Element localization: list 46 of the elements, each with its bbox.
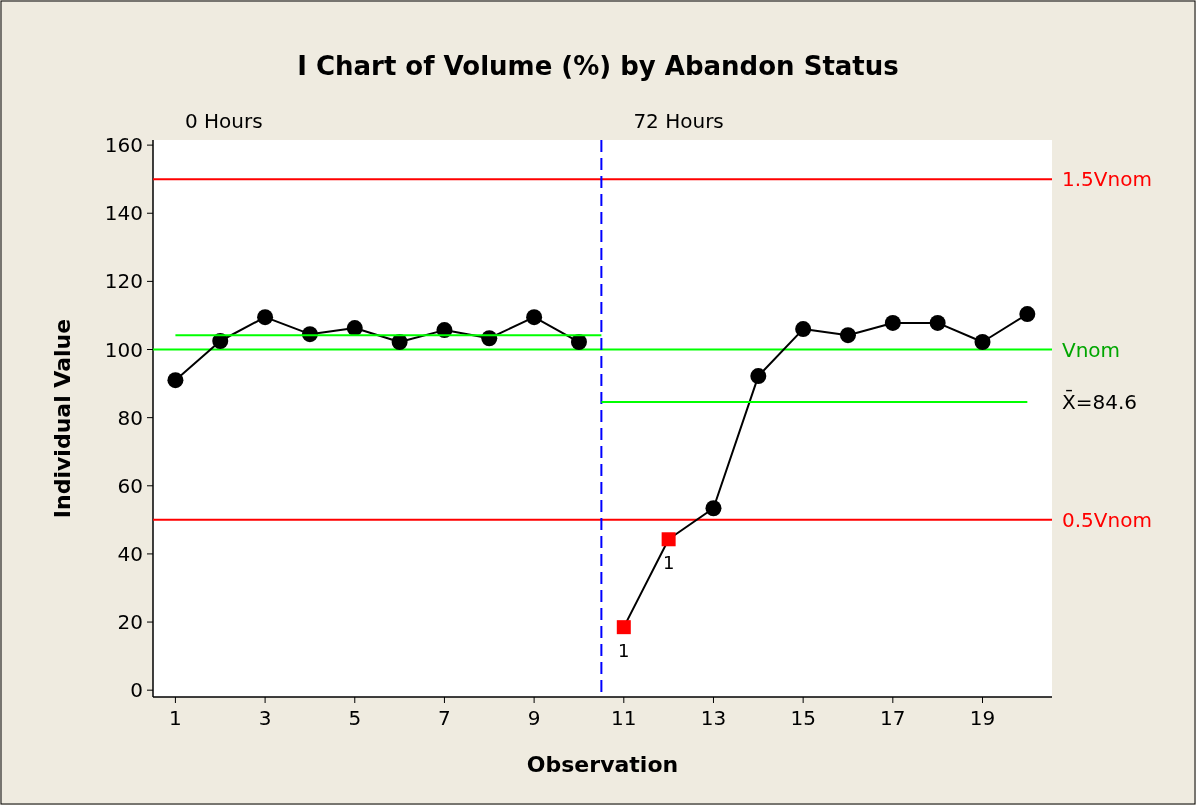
- y-tick-label: 0: [130, 678, 143, 703]
- point: [661, 532, 676, 547]
- y-tick-label: 80: [117, 405, 143, 430]
- chart-title: I Chart of Volume (%) by Abandon Status: [297, 51, 899, 81]
- point: [1019, 306, 1036, 323]
- y-tick-label: 160: [104, 133, 143, 158]
- y-tick-label: 60: [117, 473, 143, 498]
- x-tick-label: 13: [700, 706, 727, 730]
- x-tick-label: 3: [258, 706, 272, 730]
- point: [705, 500, 722, 517]
- point: [884, 314, 901, 331]
- x-tick-label: 9: [527, 706, 541, 730]
- ref-line-label: 0.5Vnom: [1062, 507, 1152, 532]
- y-tick-label: 100: [104, 337, 143, 362]
- point: [257, 309, 274, 326]
- y-tick-label: 140: [104, 201, 143, 226]
- annotation: 1: [662, 552, 675, 574]
- text: 0 Hours: [185, 109, 263, 133]
- series-label: X̄=84.6: [1062, 389, 1137, 414]
- point: [795, 321, 812, 338]
- x-tick-label: 1: [169, 706, 182, 730]
- y-tick-label: 120: [104, 269, 143, 294]
- ref-line-label: 1.5Vnom: [1062, 167, 1152, 192]
- point: [167, 372, 184, 389]
- point: [346, 320, 363, 337]
- point: [974, 334, 991, 351]
- y-axis-title: Individual Value: [50, 318, 75, 519]
- point: [526, 309, 543, 326]
- y-tick-label: 20: [117, 610, 143, 635]
- x-tick-label: 7: [438, 706, 451, 730]
- y-tick-label: 40: [117, 541, 143, 566]
- point: [750, 368, 767, 385]
- text: 72 Hours: [633, 109, 724, 133]
- x-tick-label: 17: [880, 706, 906, 730]
- x-tick-label: 11: [611, 706, 637, 730]
- x-tick-label: 19: [969, 706, 996, 730]
- point: [616, 620, 631, 635]
- point: [391, 334, 408, 351]
- annotation: 1: [618, 640, 630, 662]
- ref-line-label: Vnom: [1062, 337, 1121, 362]
- x-tick-label: 5: [348, 706, 362, 730]
- x-tick-label: 15: [790, 706, 816, 730]
- point: [839, 327, 856, 344]
- x-axis-title: Observation: [526, 752, 679, 777]
- point: [570, 334, 587, 351]
- point: [929, 314, 946, 331]
